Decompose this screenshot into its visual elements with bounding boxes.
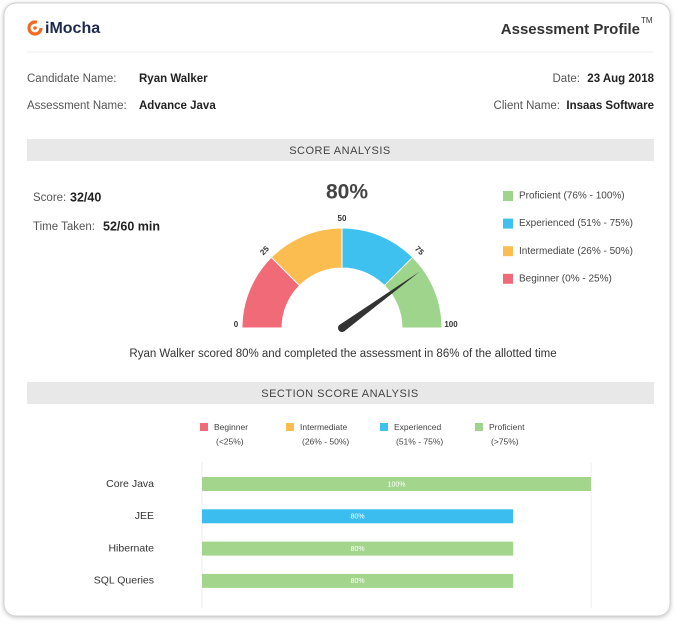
category-label: Hibernate — [108, 542, 154, 554]
field-value: Advance Java — [139, 100, 216, 112]
field-label: Date: — [553, 73, 581, 85]
summary: Ryan Walker scored 80% and completed the… — [129, 348, 556, 360]
legend-swatch — [503, 246, 513, 257]
field-label: Time Taken: — [33, 221, 95, 233]
gauge-tick-label: 0 — [234, 320, 239, 329]
bar — [202, 509, 514, 524]
legend-label: Proficient (76% - 100%) — [519, 191, 625, 202]
legend-range: (>75%) — [491, 436, 519, 446]
legend-swatch — [503, 273, 513, 284]
gauge-segment — [383, 256, 443, 329]
gauge-tick-label: 50 — [338, 214, 347, 223]
score-percent: 80% — [326, 181, 368, 204]
field-label: Score: — [33, 192, 66, 204]
gauge-needle — [339, 271, 420, 332]
needle-hub — [338, 324, 346, 332]
legend-range: (51% - 75%) — [396, 436, 443, 446]
legend: Proficient (76% - 100%) Experienced (51% … — [503, 191, 633, 284]
legend-swatch — [503, 191, 513, 201]
bar-chart: Core Java 100% JEE 80% Hibernate 80% SQL Queri… — [94, 462, 592, 608]
legend-swatch — [286, 423, 294, 431]
bar-value-label: 80% — [351, 546, 365, 553]
section-heading: SCORE ANALYSIS — [289, 145, 391, 157]
trademark: TM — [641, 16, 653, 25]
title: Assessment Profile — [501, 21, 640, 38]
legend-label: Beginner (0% - 25%) — [519, 273, 612, 284]
field-value: 23 Aug 2018 — [587, 73, 654, 85]
card — [3, 2, 671, 617]
field-label: Client Name: — [494, 100, 560, 112]
field-label: Candidate Name: — [27, 73, 117, 85]
field-value: 32/40 — [70, 190, 101, 204]
bar — [202, 541, 514, 556]
field-label: Assessment Name: — [27, 100, 127, 112]
legend-swatch — [503, 218, 513, 229]
field-value: 52/60 min — [103, 219, 160, 233]
logo-icon — [27, 20, 43, 36]
legend-swatch — [380, 423, 388, 431]
legend-label: Intermediate (26% - 50%) — [519, 246, 633, 257]
category-label: Core Java — [106, 478, 154, 490]
bar-value-label: 80% — [351, 578, 365, 585]
field-value: Insaas Software — [566, 100, 654, 112]
field-value: Ryan Walker — [139, 73, 208, 85]
legend-label: Experienced (51% - 75%) — [519, 218, 633, 229]
bar-value-label: 100% — [388, 481, 406, 488]
legend-label: Beginner — [214, 422, 248, 432]
category-label: SQL Queries — [94, 575, 154, 587]
bar — [202, 477, 591, 491]
legend: Beginner (<25%) Intermediate (26% - 50%) Exp… — [200, 422, 525, 446]
legend-label: Experienced — [394, 422, 442, 432]
logo-text: iMocha — [45, 20, 100, 37]
bar-value-label: 80% — [351, 514, 365, 521]
legend-swatch — [475, 423, 483, 431]
legend-label: Intermediate — [300, 422, 348, 432]
legend-label: Proficient — [489, 422, 525, 432]
section-heading: SECTION SCORE ANALYSIS — [261, 388, 419, 400]
section-bar — [27, 382, 654, 404]
bar — [202, 573, 514, 588]
legend-swatch — [200, 423, 208, 431]
legend-range: (<25%) — [216, 436, 244, 446]
gauge-tick-label: 100 — [444, 320, 458, 329]
legend-range: (26% - 50%) — [302, 436, 349, 446]
section-bar — [27, 139, 654, 161]
category-label: JEE — [135, 510, 154, 522]
